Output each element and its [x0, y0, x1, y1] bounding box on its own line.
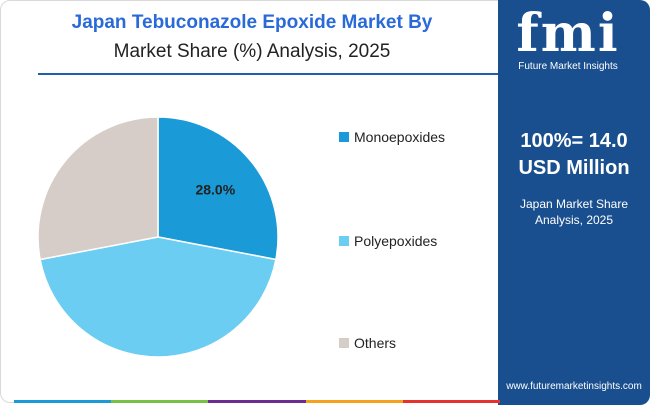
legend-item-others: Others: [339, 335, 396, 351]
bottom-bar-segment: [403, 400, 500, 403]
pie-slice-others: [38, 117, 158, 259]
bottom-bar-segment: [306, 400, 403, 403]
pie-slice-polyepoxides: [40, 237, 276, 357]
pie-chart: 28.0%: [0, 0, 500, 405]
legend-swatch: [339, 236, 349, 246]
bottom-bar-segment: [111, 400, 208, 403]
total-unit: USD Million: [498, 155, 650, 182]
legend-swatch: [339, 338, 349, 348]
legend-swatch: [339, 132, 349, 142]
bottom-bar-segment: [208, 400, 305, 403]
bottom-bar-segment: [14, 400, 111, 403]
sidebar: fmi Future Market Insights 100%= 14.0 US…: [498, 0, 650, 405]
total-caption: Japan Market Share Analysis, 2025: [498, 196, 650, 228]
legend-item-monoepoxides: Monoepoxides: [339, 129, 445, 145]
legend-label: Others: [354, 335, 396, 351]
website-link[interactable]: www.futuremarketinsights.com: [498, 381, 650, 392]
caption-line-1: Japan Market Share: [498, 196, 650, 212]
slice-label-monoepoxides: 28.0%: [195, 182, 235, 198]
bottom-color-bar: [14, 400, 500, 403]
legend-label: Polyepoxides: [354, 233, 437, 249]
logo-subtitle: Future Market Insights: [513, 61, 623, 72]
fmi-logo: fmi Future Market Insights: [513, 9, 623, 75]
legend-label: Monoepoxides: [354, 129, 445, 145]
total-value: 100%= 14.0: [498, 128, 650, 155]
market-total: 100%= 14.0 USD Million: [498, 128, 650, 182]
legend-item-polyepoxides: Polyepoxides: [339, 233, 437, 249]
logo-text: fmi: [513, 3, 623, 64]
caption-line-2: Analysis, 2025: [498, 212, 650, 228]
